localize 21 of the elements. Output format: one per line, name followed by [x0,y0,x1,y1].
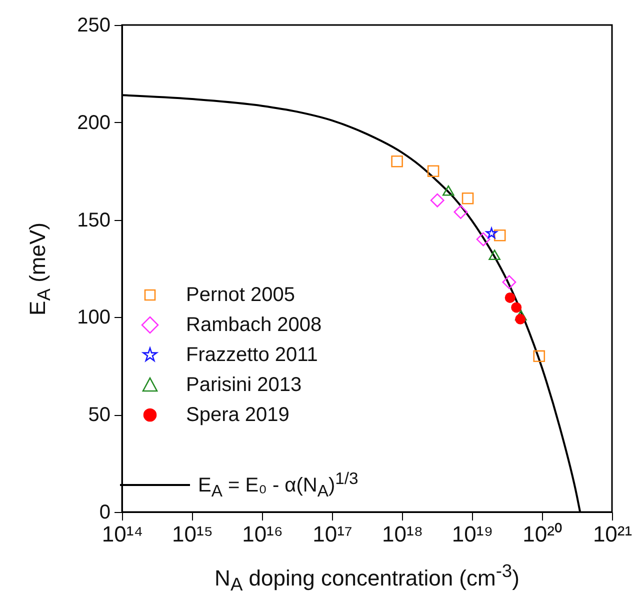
y-tick-label: 100 [77,306,110,329]
legend-label: Frazzetto 2011 [186,344,318,366]
x-tick-label: 10¹⁶ [242,522,283,546]
y-tick-label: 250 [77,14,110,36]
x-tick-label: 10¹⁹ [452,522,494,546]
x-tick-label: 10¹⁷ [312,522,352,546]
legend-label: Parisini 2013 [186,374,302,396]
legend-label: Rambach 2008 [186,314,322,336]
legend-label: Pernot 2005 [186,284,295,306]
x-tick-label: 10¹⁵ [172,522,213,546]
y-tick-label: 150 [77,209,110,232]
y-tick-label: 0 [99,502,110,524]
x-tick-label: 10¹⁴ [102,522,144,546]
legend-label: E$_{A}$ = E₀ - α(N$_{A}$)$^{1/3}$ [198,468,358,502]
y-tick-label: 200 [77,112,110,134]
x-tick-label: 10²¹ [592,522,632,546]
y-tick-label: 50 [88,404,110,426]
x-tick-label: 10²⁰ [522,522,562,546]
x-axis-title: N$_{A}$ doping concentration (cm$^{-3}$) [214,560,520,596]
x-tick-label: 10¹⁸ [382,522,424,546]
legend-label: Spera 2019 [186,404,290,426]
